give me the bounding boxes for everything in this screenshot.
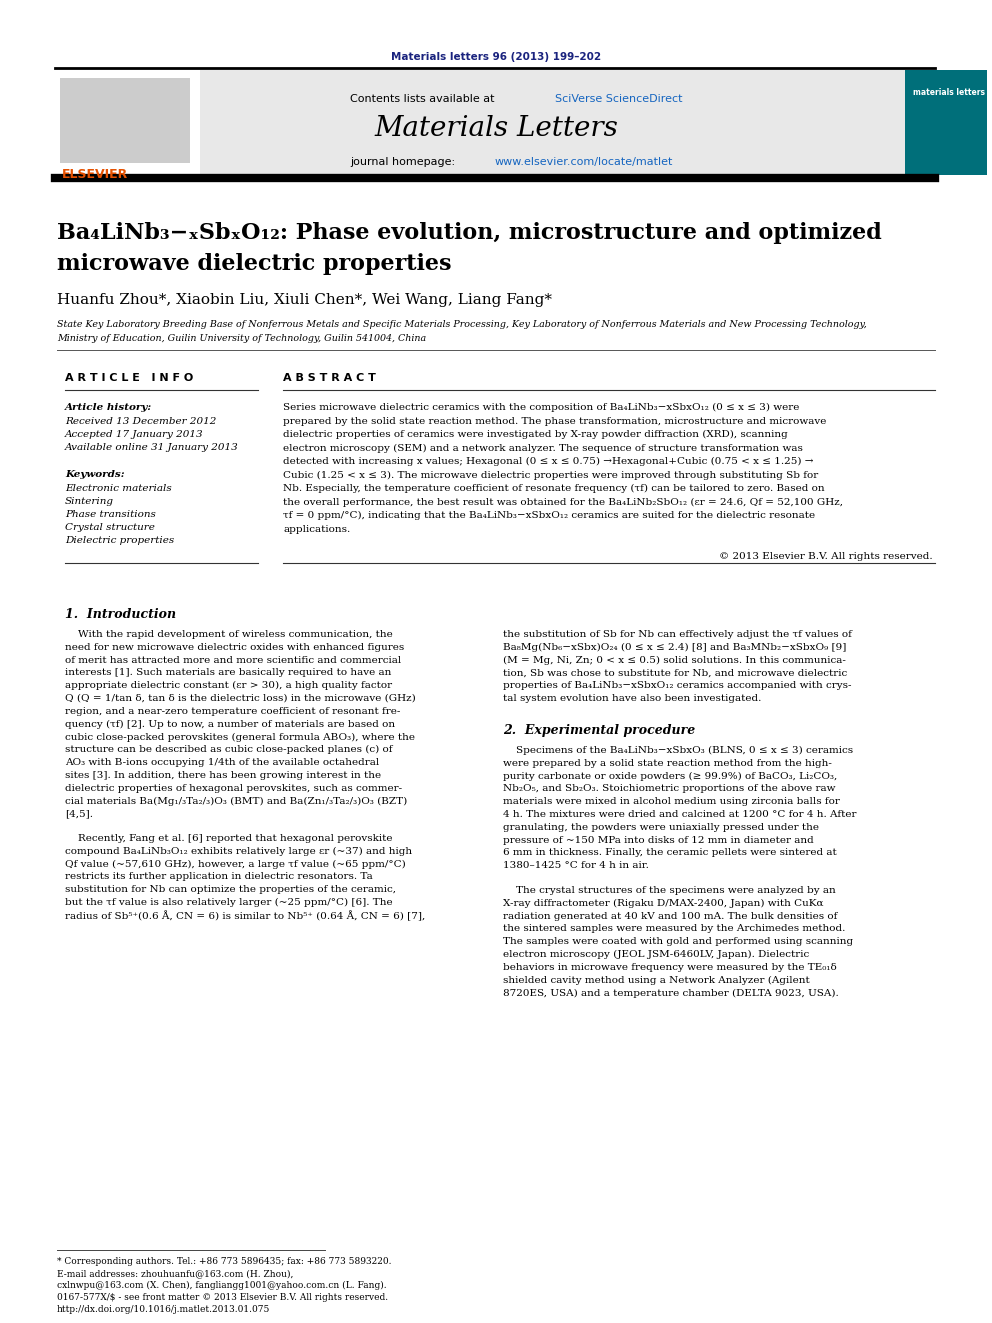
Text: Phase transitions: Phase transitions: [65, 509, 156, 519]
Text: Article history:: Article history:: [65, 404, 152, 411]
Text: Received 13 December 2012: Received 13 December 2012: [65, 417, 216, 426]
Text: quency (τf) [2]. Up to now, a number of materials are based on: quency (τf) [2]. Up to now, a number of …: [65, 720, 395, 729]
Text: cial materials Ba(Mg₁/₃Ta₂/₃)O₃ (BMT) and Ba(Zn₁/₃Ta₂/₃)O₃ (BZT): cial materials Ba(Mg₁/₃Ta₂/₃)O₃ (BMT) an…: [65, 796, 408, 806]
Text: detected with increasing x values; Hexagonal (0 ≤ x ≤ 0.75) →Hexagonal+Cubic (0.: detected with increasing x values; Hexag…: [283, 456, 813, 466]
Text: tal system evolution have also been investigated.: tal system evolution have also been inve…: [503, 695, 762, 703]
Text: tion, Sb was chose to substitute for Nb, and microwave dielectric: tion, Sb was chose to substitute for Nb,…: [503, 668, 847, 677]
Text: were prepared by a solid state reaction method from the high-: were prepared by a solid state reaction …: [503, 759, 832, 767]
Text: Ba₄LiNb₃−ₓSbₓO₁₂: Phase evolution, microstructure and optimized: Ba₄LiNb₃−ₓSbₓO₁₂: Phase evolution, micro…: [57, 222, 882, 243]
Text: the substitution of Sb for Nb can effectively adjust the τf values of: the substitution of Sb for Nb can effect…: [503, 630, 852, 639]
Text: http://dx.doi.org/10.1016/j.matlet.2013.01.075: http://dx.doi.org/10.1016/j.matlet.2013.…: [57, 1304, 271, 1314]
Text: the overall performance, the best result was obtained for the Ba₄LiNb₂SbO₁₂ (εr : the overall performance, the best result…: [283, 497, 843, 507]
Text: 1.  Introduction: 1. Introduction: [65, 609, 177, 620]
Text: Keywords:: Keywords:: [65, 470, 125, 479]
Text: Series microwave dielectric ceramics with the composition of Ba₄LiNb₃−xSbxO₁₂ (0: Series microwave dielectric ceramics wit…: [283, 404, 800, 413]
Text: 6 mm in thickness. Finally, the ceramic pellets were sintered at: 6 mm in thickness. Finally, the ceramic …: [503, 848, 836, 857]
Text: granulating, the powders were uniaxially pressed under the: granulating, the powders were uniaxially…: [503, 823, 819, 832]
Text: materials letters: materials letters: [913, 89, 985, 97]
Text: applications.: applications.: [283, 524, 350, 533]
Text: © 2013 Elsevier B.V. All rights reserved.: © 2013 Elsevier B.V. All rights reserved…: [719, 552, 933, 561]
Text: Recently, Fang et al. [6] reported that hexagonal perovskite: Recently, Fang et al. [6] reported that …: [65, 833, 393, 843]
Text: Contents lists available at: Contents lists available at: [350, 94, 498, 105]
Text: Sintering: Sintering: [65, 497, 114, 505]
Text: 2.  Experimental procedure: 2. Experimental procedure: [503, 724, 695, 737]
Text: The samples were coated with gold and performed using scanning: The samples were coated with gold and pe…: [503, 937, 853, 946]
Text: A R T I C L E   I N F O: A R T I C L E I N F O: [65, 373, 193, 382]
Text: Ministry of Education, Guilin University of Technology, Guilin 541004, China: Ministry of Education, Guilin University…: [57, 333, 427, 343]
Text: cxlnwpu@163.com (X. Chen), fangliangg1001@yahoo.com.cn (L. Fang).: cxlnwpu@163.com (X. Chen), fangliangg100…: [57, 1281, 387, 1290]
Text: Q (Q = 1/tan δ, tan δ is the dielectric loss) in the microwave (GHz): Q (Q = 1/tan δ, tan δ is the dielectric …: [65, 695, 416, 703]
Text: interests [1]. Such materials are basically required to have an: interests [1]. Such materials are basica…: [65, 668, 392, 677]
Text: of merit has attracted more and more scientific and commercial: of merit has attracted more and more sci…: [65, 656, 401, 664]
Text: Accepted 17 January 2013: Accepted 17 January 2013: [65, 430, 203, 439]
Text: microwave dielectric properties: microwave dielectric properties: [57, 253, 451, 275]
Text: Ba₈Mg(Nb₆−xSbx)O₂₄ (0 ≤ x ≤ 2.4) [8] and Ba₃MNb₂−xSbxO₉ [9]: Ba₈Mg(Nb₆−xSbx)O₂₄ (0 ≤ x ≤ 2.4) [8] and…: [503, 643, 846, 652]
Text: 8720ES, USA) and a temperature chamber (DELTA 9023, USA).: 8720ES, USA) and a temperature chamber (…: [503, 988, 839, 998]
Text: substitution for Nb can optimize the properties of the ceramic,: substitution for Nb can optimize the pro…: [65, 885, 396, 894]
Text: The crystal structures of the specimens were analyzed by an: The crystal structures of the specimens …: [503, 886, 835, 894]
Text: SciVerse ScienceDirect: SciVerse ScienceDirect: [555, 94, 682, 105]
FancyBboxPatch shape: [905, 70, 987, 175]
Text: prepared by the solid state reaction method. The phase transformation, microstru: prepared by the solid state reaction met…: [283, 417, 826, 426]
FancyBboxPatch shape: [55, 70, 200, 175]
Text: need for new microwave dielectric oxides with enhanced figures: need for new microwave dielectric oxides…: [65, 643, 405, 652]
FancyBboxPatch shape: [60, 78, 190, 163]
Text: appropriate dielectric constant (εr > 30), a high quality factor: appropriate dielectric constant (εr > 30…: [65, 681, 392, 691]
Text: journal homepage:: journal homepage:: [350, 157, 458, 167]
Text: Materials letters 96 (2013) 199–202: Materials letters 96 (2013) 199–202: [391, 52, 601, 62]
Text: the sintered samples were measured by the Archimedes method.: the sintered samples were measured by th…: [503, 925, 845, 934]
Text: electron microscopy (JEOL JSM-6460LV, Japan). Dielectric: electron microscopy (JEOL JSM-6460LV, Ja…: [503, 950, 809, 959]
Text: 4 h. The mixtures were dried and calcined at 1200 °C for 4 h. After: 4 h. The mixtures were dried and calcine…: [503, 810, 856, 819]
Text: Available online 31 January 2013: Available online 31 January 2013: [65, 443, 239, 452]
Text: ELSEVIER: ELSEVIER: [62, 168, 128, 181]
Text: radiation generated at 40 kV and 100 mA. The bulk densities of: radiation generated at 40 kV and 100 mA.…: [503, 912, 837, 921]
Text: structure can be described as cubic close-packed planes (c) of: structure can be described as cubic clos…: [65, 745, 393, 754]
Text: 1380–1425 °C for 4 h in air.: 1380–1425 °C for 4 h in air.: [503, 861, 649, 871]
Text: dielectric properties of ceramics were investigated by X-ray powder diffraction : dielectric properties of ceramics were i…: [283, 430, 788, 439]
Text: Dielectric properties: Dielectric properties: [65, 536, 175, 545]
Text: www.elsevier.com/locate/matlet: www.elsevier.com/locate/matlet: [495, 157, 674, 167]
Text: (M = Mg, Ni, Zn; 0 < x ≤ 0.5) solid solutions. In this communica-: (M = Mg, Ni, Zn; 0 < x ≤ 0.5) solid solu…: [503, 656, 846, 664]
Text: Crystal structure: Crystal structure: [65, 523, 155, 532]
Text: Cubic (1.25 < x ≤ 3). The microwave dielectric properties were improved through : Cubic (1.25 < x ≤ 3). The microwave diel…: [283, 471, 818, 480]
Text: X-ray diffractometer (Rigaku D/MAX-2400, Japan) with CuKα: X-ray diffractometer (Rigaku D/MAX-2400,…: [503, 898, 823, 908]
Text: * Corresponding authors. Tel.: +86 773 5896435; fax: +86 773 5893220.: * Corresponding authors. Tel.: +86 773 5…: [57, 1257, 392, 1266]
Text: sites [3]. In addition, there has been growing interest in the: sites [3]. In addition, there has been g…: [65, 771, 381, 779]
Text: restricts its further application in dielectric resonators. Ta: restricts its further application in die…: [65, 872, 373, 881]
Text: Nb. Especially, the temperature coefficient of resonate frequency (τf) can be ta: Nb. Especially, the temperature coeffici…: [283, 484, 824, 493]
Text: Huanfu Zhou*, Xiaobin Liu, Xiuli Chen*, Wei Wang, Liang Fang*: Huanfu Zhou*, Xiaobin Liu, Xiuli Chen*, …: [57, 292, 552, 307]
Text: compound Ba₄LiNb₃O₁₂ exhibits relatively large εr (~37) and high: compound Ba₄LiNb₃O₁₂ exhibits relatively…: [65, 847, 412, 856]
Text: τf = 0 ppm/°C), indicating that the Ba₄LiNb₃−xSbxO₁₂ ceramics are suited for the: τf = 0 ppm/°C), indicating that the Ba₄L…: [283, 511, 815, 520]
Text: radius of Sb⁵⁺(0.6 Å, CN = 6) is similar to Nb⁵⁺ (0.64 Å, CN = 6) [7],: radius of Sb⁵⁺(0.6 Å, CN = 6) is similar…: [65, 910, 426, 921]
Text: electron microscopy (SEM) and a network analyzer. The sequence of structure tran: electron microscopy (SEM) and a network …: [283, 443, 803, 452]
Text: but the τf value is also relatively larger (~25 ppm/°C) [6]. The: but the τf value is also relatively larg…: [65, 898, 393, 908]
Text: region, and a near-zero temperature coefficient of resonant fre-: region, and a near-zero temperature coef…: [65, 706, 401, 716]
Text: A B S T R A C T: A B S T R A C T: [283, 373, 376, 382]
Text: Qf value (~57,610 GHz), however, a large τf value (~65 ppm/°C): Qf value (~57,610 GHz), however, a large…: [65, 860, 406, 869]
Text: AO₃ with B-ions occupying 1/4th of the available octahedral: AO₃ with B-ions occupying 1/4th of the a…: [65, 758, 379, 767]
Text: dielectric properties of hexagonal perovskites, such as commer-: dielectric properties of hexagonal perov…: [65, 783, 402, 792]
Text: Materials Letters: Materials Letters: [374, 115, 618, 142]
Text: Electronic materials: Electronic materials: [65, 484, 172, 493]
Text: 0167-577X/$ - see front matter © 2013 Elsevier B.V. All rights reserved.: 0167-577X/$ - see front matter © 2013 El…: [57, 1293, 388, 1302]
Text: Specimens of the Ba₄LiNb₃−xSbxO₃ (BLNS, 0 ≤ x ≤ 3) ceramics: Specimens of the Ba₄LiNb₃−xSbxO₃ (BLNS, …: [503, 746, 853, 755]
Text: [4,5].: [4,5].: [65, 810, 93, 818]
Text: behaviors in microwave frequency were measured by the TE₀₁δ: behaviors in microwave frequency were me…: [503, 963, 836, 972]
Text: Nb₂O₅, and Sb₂O₃. Stoichiometric proportions of the above raw: Nb₂O₅, and Sb₂O₃. Stoichiometric proport…: [503, 785, 835, 794]
FancyBboxPatch shape: [200, 70, 905, 175]
Text: cubic close-packed perovskites (general formula ABO₃), where the: cubic close-packed perovskites (general …: [65, 733, 415, 741]
Text: State Key Laboratory Breeding Base of Nonferrous Metals and Specific Materials P: State Key Laboratory Breeding Base of No…: [57, 320, 867, 329]
Text: With the rapid development of wireless communication, the: With the rapid development of wireless c…: [65, 630, 393, 639]
Text: properties of Ba₄LiNb₃−xSbxO₁₂ ceramics accompanied with crys-: properties of Ba₄LiNb₃−xSbxO₁₂ ceramics …: [503, 681, 851, 691]
Text: purity carbonate or oxide powders (≥ 99.9%) of BaCO₃, Li₂CO₃,: purity carbonate or oxide powders (≥ 99.…: [503, 771, 837, 781]
Text: pressure of ~150 MPa into disks of 12 mm in diameter and: pressure of ~150 MPa into disks of 12 mm…: [503, 836, 813, 844]
Text: shielded cavity method using a Network Analyzer (Agilent: shielded cavity method using a Network A…: [503, 975, 809, 984]
Text: E-mail addresses: zhouhuanfu@163.com (H. Zhou),: E-mail addresses: zhouhuanfu@163.com (H.…: [57, 1269, 294, 1278]
Text: materials were mixed in alcohol medium using zirconia balls for: materials were mixed in alcohol medium u…: [503, 798, 840, 806]
